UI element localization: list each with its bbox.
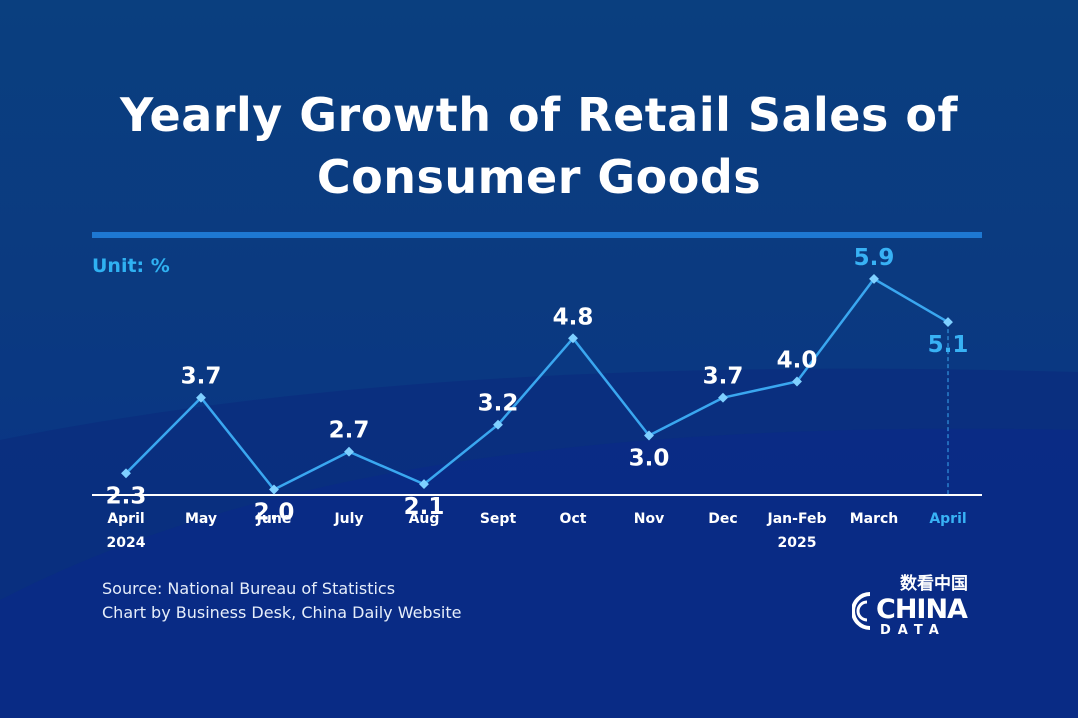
x-tick-label: June — [256, 511, 292, 527]
data-point — [419, 479, 429, 490]
data-label: 2.0 — [254, 500, 295, 526]
x-tick-label: Jan-Feb 2025 — [767, 511, 827, 551]
data-point — [718, 392, 728, 403]
data-label: 2.7 — [329, 418, 370, 444]
x-tick-label: March — [850, 511, 899, 527]
data-label: 4.0 — [777, 348, 818, 374]
title-line-2: Consumer Goods — [316, 150, 762, 204]
data-point — [568, 333, 578, 344]
data-label: 5.9 — [854, 245, 895, 271]
x-tick-label: May — [185, 511, 217, 527]
unit-label: Unit: % — [92, 255, 170, 277]
x-tick-label: Dec — [708, 511, 737, 527]
data-label: 3.2 — [478, 391, 519, 417]
x-tick-label: Nov — [634, 511, 664, 527]
data-point — [344, 446, 354, 457]
logo-chinese-text: 数看中国 — [900, 573, 968, 594]
x-tick-label: April 2024 — [107, 511, 146, 551]
data-label: 3.7 — [181, 364, 222, 390]
logo-sub: DATA — [880, 623, 946, 636]
data-point — [493, 419, 503, 430]
logo-word: CHINA — [876, 594, 968, 625]
x-tick-label: July — [333, 511, 363, 527]
data-label: 3.0 — [629, 446, 670, 472]
data-point — [196, 392, 206, 403]
data-point — [943, 317, 953, 328]
x-tick-label: Aug — [409, 511, 440, 527]
credit-line: Chart by Business Desk, China Daily Webs… — [102, 603, 462, 622]
data-label: 5.1 — [928, 332, 969, 358]
x-tick-label: Oct — [560, 511, 587, 527]
chart-title: Yearly Growth of Retail Sales of Consume… — [0, 84, 1078, 208]
title-line-1: Yearly Growth of Retail Sales of — [119, 88, 959, 142]
data-label: 3.7 — [703, 364, 744, 390]
data-label: 2.1 — [404, 494, 445, 520]
data-point — [869, 273, 879, 284]
x-tick-label: April — [929, 511, 966, 527]
data-label: 2.3 — [106, 483, 147, 509]
logo-arc-icon — [852, 592, 871, 630]
data-label: 4.8 — [553, 304, 594, 330]
china-data-logo: 数看中国 CHINA DATA — [852, 573, 969, 636]
title-underline — [92, 232, 982, 238]
x-tick-label: Sept — [480, 511, 517, 527]
source-credit: Source: National Bureau of Statistics Ch… — [102, 577, 461, 625]
source-line: Source: National Bureau of Statistics — [102, 579, 396, 598]
series-line — [125, 277, 949, 491]
data-point — [792, 376, 802, 387]
data-point — [269, 484, 279, 495]
data-point — [644, 430, 654, 441]
